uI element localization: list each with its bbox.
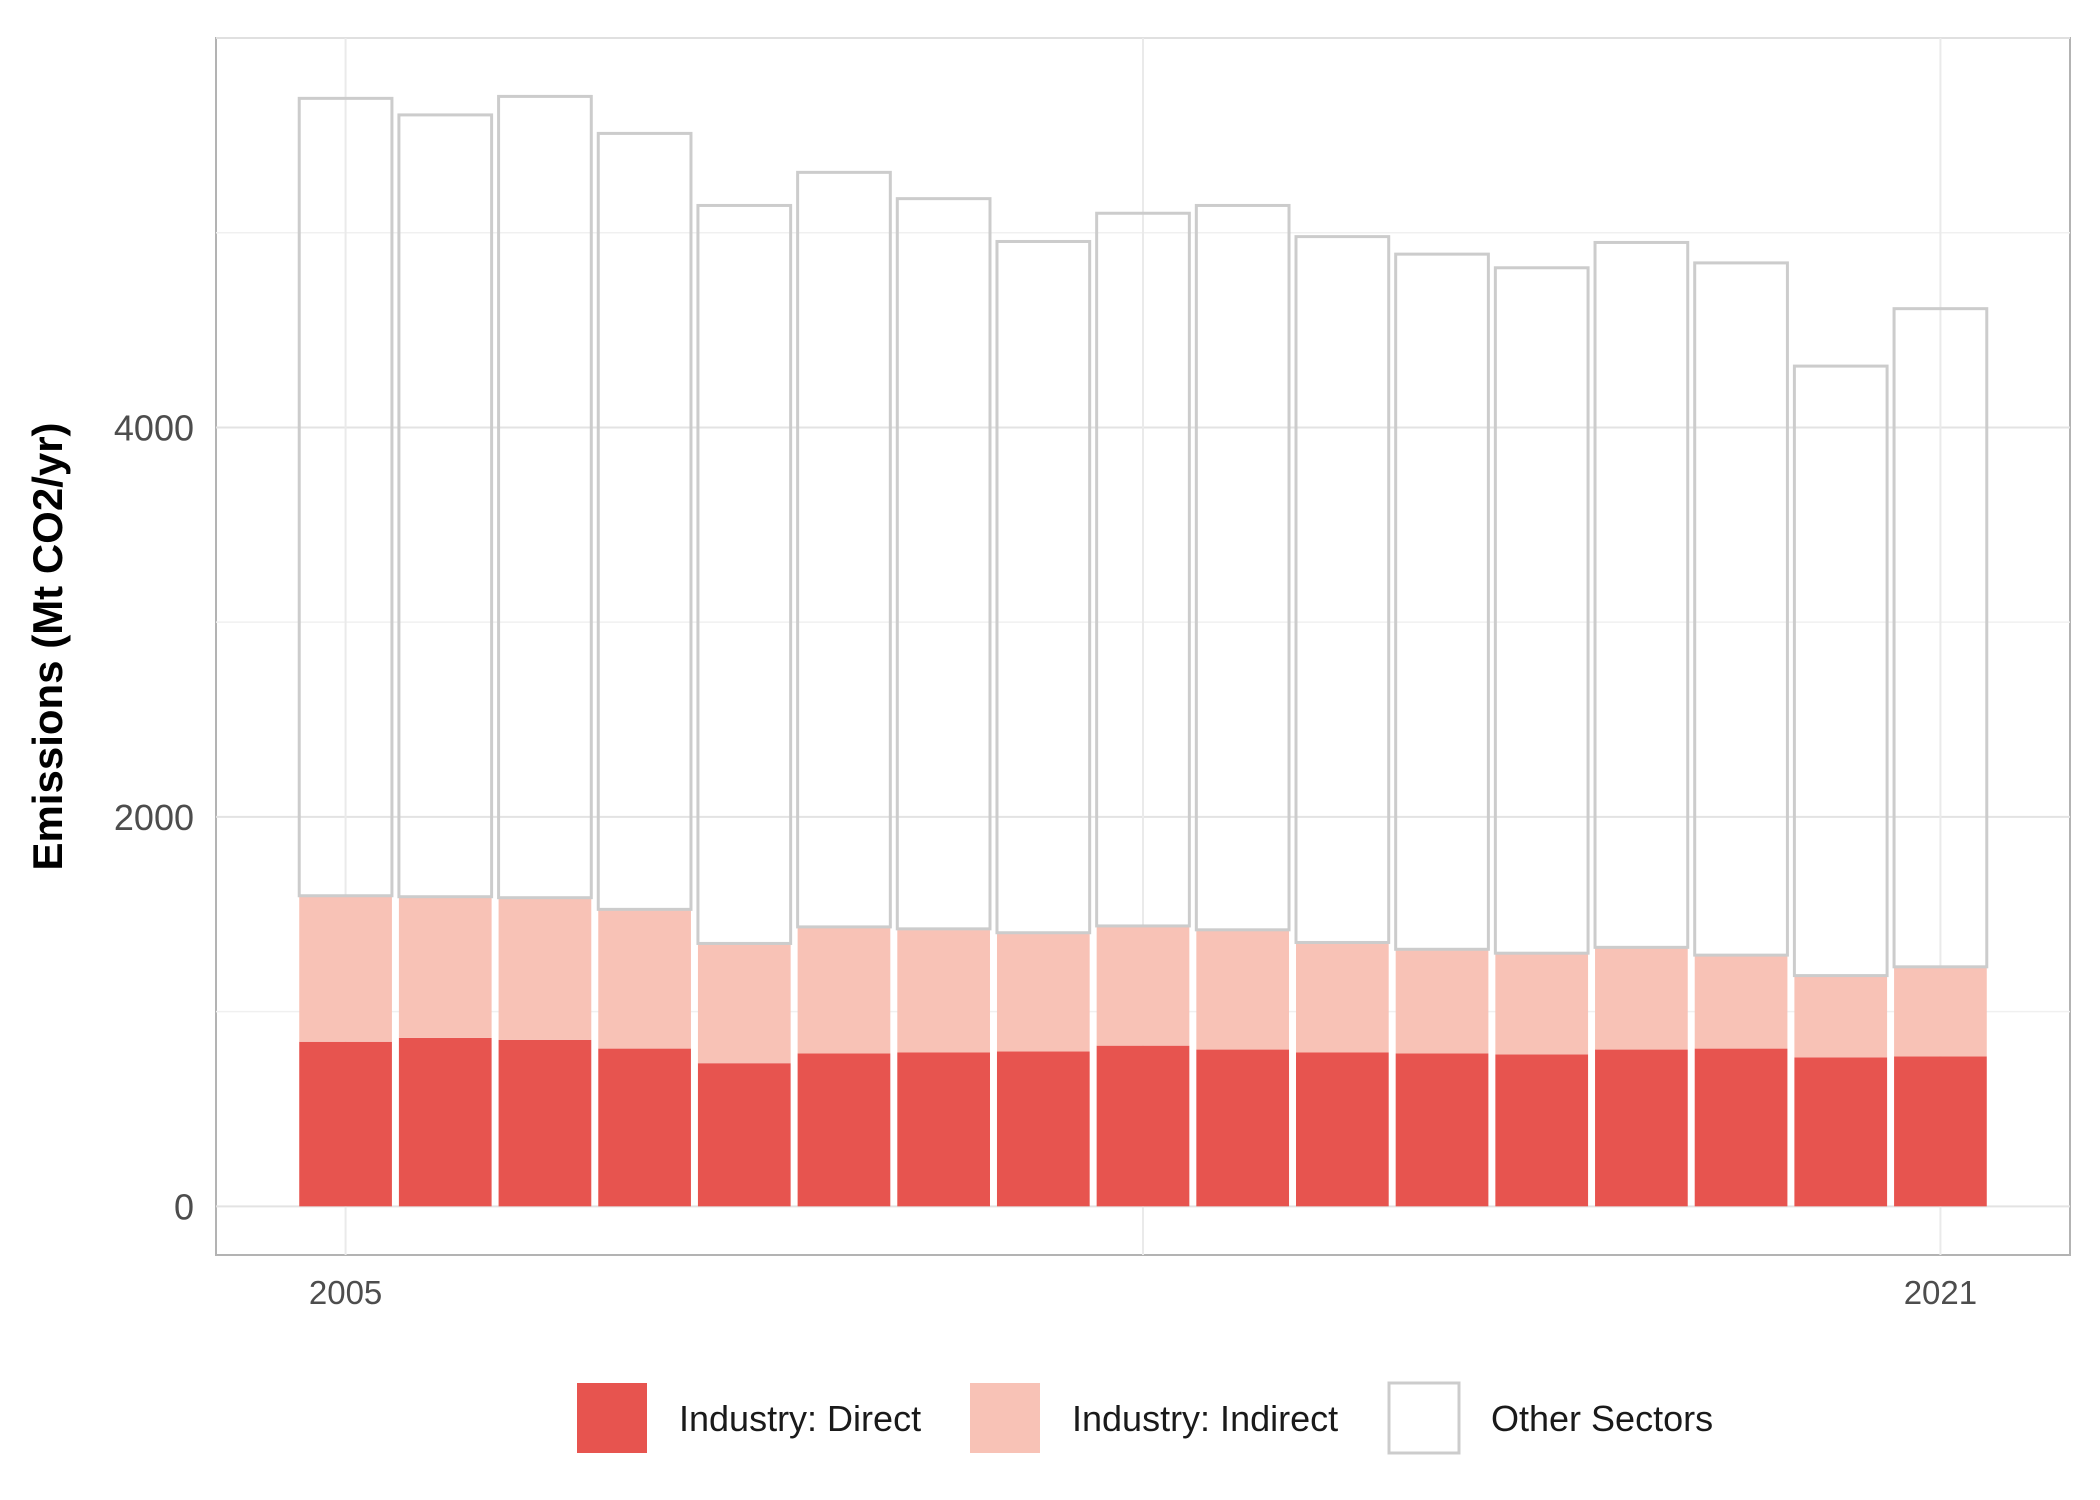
bar-industry-indirect	[598, 909, 691, 1049]
bar-industry-direct	[1794, 1057, 1888, 1207]
bar-other-sectors	[696, 203, 793, 945]
legend-label-industry-indirect: Industry: Indirect	[1072, 1398, 1338, 1439]
bar-industry-indirect	[1694, 955, 1788, 1049]
bar-industry-indirect	[498, 897, 592, 1040]
bar-industry-direct	[1296, 1052, 1389, 1207]
bar-industry-direct	[897, 1052, 990, 1207]
bar-industry-direct	[697, 1063, 791, 1207]
bar-industry-indirect	[1096, 925, 1190, 1046]
bar-industry-direct	[1196, 1049, 1290, 1207]
bar-other-sectors	[796, 170, 892, 929]
bar-industry-direct	[398, 1037, 492, 1207]
axes: 0 2000 4000 2005 2021	[114, 407, 1977, 1311]
bar-other-sectors	[497, 94, 593, 900]
x-tick-label: 2005	[309, 1274, 382, 1311]
bar-industry-indirect	[1495, 953, 1589, 1055]
y-axis-title: Emissions (Mt CO2/yr)	[24, 422, 71, 870]
legend-label-other-sectors: Other Sectors	[1491, 1398, 1713, 1439]
bar-other-sectors	[895, 197, 992, 931]
bar-other-sectors	[1194, 203, 1291, 932]
legend: Industry: Direct Industry: Indirect Other …	[577, 1381, 1713, 1455]
bar-industry-direct	[598, 1048, 691, 1207]
bar-other-sectors	[297, 96, 394, 898]
bar-other-sectors	[397, 113, 494, 899]
bar-industry-direct	[797, 1053, 891, 1207]
bar-other-sectors	[1892, 307, 1989, 969]
bar-industry-indirect	[1296, 942, 1389, 1053]
bar-industry-direct	[1894, 1056, 1987, 1207]
bar-industry-direct	[1395, 1053, 1489, 1207]
bar-industry-indirect	[1894, 966, 1987, 1057]
bar-other-sectors	[1095, 211, 1191, 928]
bar-industry-indirect	[996, 932, 1090, 1052]
bar-other-sectors	[1493, 266, 1590, 955]
legend-key-other-sectors	[1387, 1381, 1461, 1455]
y-tick-label: 4000	[114, 407, 194, 448]
bar-industry-direct	[1595, 1049, 1688, 1207]
bar-industry-direct	[1495, 1054, 1589, 1207]
bars	[297, 94, 1989, 1207]
bar-other-sectors	[995, 239, 1092, 935]
bar-industry-direct	[1096, 1045, 1190, 1207]
y-tick-label: 0	[174, 1186, 194, 1227]
bar-industry-indirect	[1595, 947, 1688, 1050]
bar-industry-indirect	[1395, 949, 1489, 1054]
legend-label-industry-direct: Industry: Direct	[679, 1398, 921, 1439]
bar-industry-indirect	[897, 928, 990, 1053]
bar-industry-direct	[1694, 1048, 1788, 1207]
bar-industry-direct	[996, 1051, 1090, 1207]
bar-other-sectors	[1593, 240, 1690, 949]
bar-industry-indirect	[299, 895, 392, 1042]
bar-industry-indirect	[797, 926, 891, 1054]
bar-industry-direct	[498, 1039, 592, 1207]
bar-other-sectors	[1792, 364, 1889, 978]
bar-other-sectors	[1294, 235, 1391, 944]
bar-industry-indirect	[1196, 929, 1290, 1050]
x-tick-label: 2021	[1904, 1274, 1977, 1311]
bar-other-sectors	[1693, 261, 1789, 957]
bar-industry-indirect	[697, 943, 791, 1064]
legend-key-industry-indirect	[970, 1383, 1040, 1453]
legend-key-industry-direct	[577, 1383, 647, 1453]
bar-industry-indirect	[398, 896, 492, 1038]
bar-other-sectors	[596, 131, 693, 911]
bar-industry-indirect	[1794, 975, 1888, 1058]
y-tick-label: 2000	[114, 797, 194, 838]
bar-other-sectors	[1394, 252, 1490, 951]
bar-industry-direct	[299, 1041, 392, 1207]
